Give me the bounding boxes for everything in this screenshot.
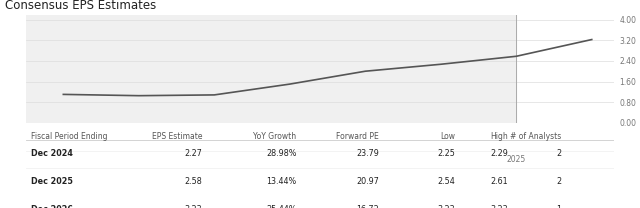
Text: 25.44%: 25.44% bbox=[266, 205, 296, 208]
Text: 2: 2 bbox=[556, 177, 561, 186]
Text: Forward PE: Forward PE bbox=[336, 132, 379, 141]
Text: Dec 2024: Dec 2024 bbox=[31, 150, 74, 158]
Text: 2.54: 2.54 bbox=[438, 177, 456, 186]
Text: 2.29: 2.29 bbox=[490, 150, 508, 158]
Text: 3.23: 3.23 bbox=[438, 205, 456, 208]
Text: 2025: 2025 bbox=[507, 155, 526, 164]
Text: 20.97: 20.97 bbox=[356, 177, 379, 186]
Text: Dec 2025: Dec 2025 bbox=[31, 177, 74, 186]
Text: 28.98%: 28.98% bbox=[266, 150, 296, 158]
Text: Low: Low bbox=[440, 132, 456, 141]
Text: 2.58: 2.58 bbox=[184, 177, 202, 186]
Text: 2.25: 2.25 bbox=[438, 150, 456, 158]
Text: 3.23: 3.23 bbox=[184, 205, 202, 208]
Text: # of Analysts: # of Analysts bbox=[510, 132, 561, 141]
Text: 3.23: 3.23 bbox=[491, 205, 508, 208]
Text: 23.79: 23.79 bbox=[356, 150, 379, 158]
Text: 2: 2 bbox=[556, 150, 561, 158]
Text: High: High bbox=[491, 132, 508, 141]
Text: 1: 1 bbox=[556, 205, 561, 208]
Text: Consensus EPS Estimates: Consensus EPS Estimates bbox=[5, 0, 156, 12]
Text: Fiscal Period Ending: Fiscal Period Ending bbox=[31, 132, 108, 141]
Bar bbox=[26, 15, 516, 123]
Text: 2.61: 2.61 bbox=[491, 177, 508, 186]
Text: EPS Estimate: EPS Estimate bbox=[152, 132, 202, 141]
Text: 2.27: 2.27 bbox=[184, 150, 202, 158]
Text: 16.72: 16.72 bbox=[356, 205, 379, 208]
Text: YoY Growth: YoY Growth bbox=[253, 132, 296, 141]
Text: Dec 2026: Dec 2026 bbox=[31, 205, 74, 208]
Text: 13.44%: 13.44% bbox=[266, 177, 296, 186]
